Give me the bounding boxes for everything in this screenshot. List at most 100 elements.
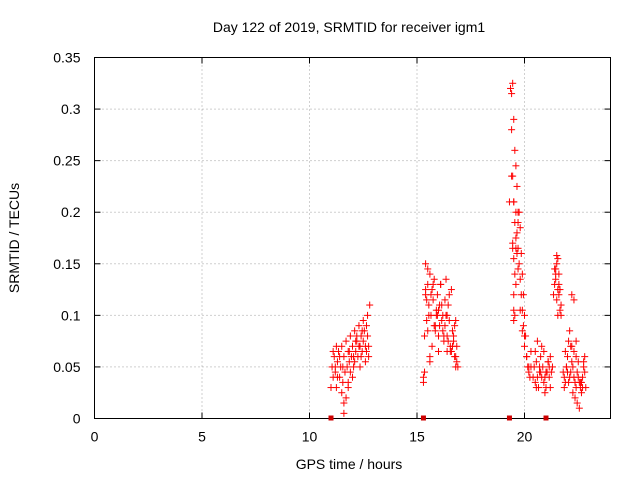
data-point (452, 363, 460, 371)
data-point (571, 394, 579, 402)
data-point (531, 378, 539, 386)
data-point (510, 317, 518, 325)
data-point (536, 363, 544, 371)
data-point (429, 296, 437, 304)
data-point (546, 384, 554, 392)
data-point (364, 332, 372, 340)
chart-title: Day 122 of 2019, SRMTID for receiver igm… (213, 19, 486, 35)
data-point (564, 353, 571, 361)
y-tick-label: 0.1 (61, 307, 81, 323)
data-point (438, 317, 446, 325)
data-point (569, 389, 577, 397)
data-point (446, 347, 454, 355)
data-point (427, 291, 435, 299)
data-point (513, 182, 521, 190)
data-point (448, 327, 456, 335)
data-point (451, 322, 459, 330)
data-point (447, 286, 455, 294)
data-point (510, 255, 518, 263)
data-point (516, 306, 524, 314)
data-point (553, 260, 561, 268)
data-point (365, 353, 373, 361)
data-point (422, 286, 430, 294)
data-point (544, 358, 552, 366)
data-point (352, 337, 360, 345)
data-point (352, 347, 360, 355)
data-point (510, 115, 518, 123)
data-point (516, 224, 524, 232)
x-axis-label: GPS time / hours (296, 456, 403, 472)
data-point (516, 275, 524, 283)
data-point (556, 306, 564, 314)
data-point (565, 378, 573, 386)
data-point (426, 270, 434, 278)
data-point (444, 301, 452, 309)
data-point (366, 301, 374, 309)
data-point (566, 373, 574, 381)
data-point (562, 363, 570, 371)
data-point (422, 260, 430, 268)
data-point (561, 347, 569, 355)
data-point (508, 172, 516, 180)
data-point (518, 270, 526, 278)
data-point (441, 296, 449, 304)
data-point (538, 342, 546, 350)
data-point (545, 363, 553, 371)
data-point (431, 327, 439, 335)
data-point (510, 198, 518, 206)
data-point (448, 342, 456, 350)
data-point (518, 327, 526, 335)
y-axis-label: SRMTID / TECUs (6, 183, 22, 293)
data-point (566, 327, 574, 335)
data-point (421, 368, 429, 376)
axis-ticks (94, 57, 611, 419)
data-point (450, 332, 458, 340)
data-point (452, 317, 460, 325)
data-point (565, 337, 573, 345)
data-point (445, 291, 453, 299)
data-point (336, 353, 344, 361)
data-point (572, 337, 580, 345)
data-point (557, 301, 565, 309)
data-point (451, 353, 459, 361)
data-point (353, 332, 361, 340)
data-point (541, 373, 549, 381)
zero-marker (506, 415, 512, 421)
data-point (512, 234, 520, 242)
data-point (444, 337, 452, 345)
data-point (453, 358, 461, 366)
data-point (359, 317, 367, 325)
data-point (364, 311, 372, 319)
data-point (517, 249, 525, 257)
data-point (523, 353, 531, 361)
data-point (421, 332, 429, 340)
data-point (346, 368, 354, 376)
data-point (555, 270, 563, 278)
data-point (355, 322, 363, 330)
data-point (365, 342, 373, 350)
zero-marker (420, 415, 426, 421)
data-point (521, 311, 528, 319)
data-point (340, 399, 348, 407)
data-point (355, 342, 363, 350)
data-point (513, 229, 521, 237)
x-tick-label: 15 (409, 429, 425, 445)
data-point (351, 358, 359, 366)
data-point (333, 373, 341, 381)
data-point (428, 286, 436, 294)
data-point (435, 347, 442, 355)
data-point (361, 358, 369, 366)
data-point (331, 363, 339, 371)
y-tick-label: 0.15 (53, 256, 80, 272)
y-tick-label: 0.2 (61, 204, 81, 220)
data-point (514, 219, 522, 227)
data-point (342, 394, 350, 402)
data-point (508, 90, 516, 98)
data-points (327, 79, 590, 417)
y-tick-labels: 0 0.05 0.1 0.15 0.2 0.25 0.3 0.35 (53, 50, 80, 427)
data-point (443, 311, 451, 319)
plot-frame (94, 57, 611, 419)
data-point (573, 399, 581, 407)
data-point (568, 291, 576, 299)
data-point (329, 347, 337, 355)
